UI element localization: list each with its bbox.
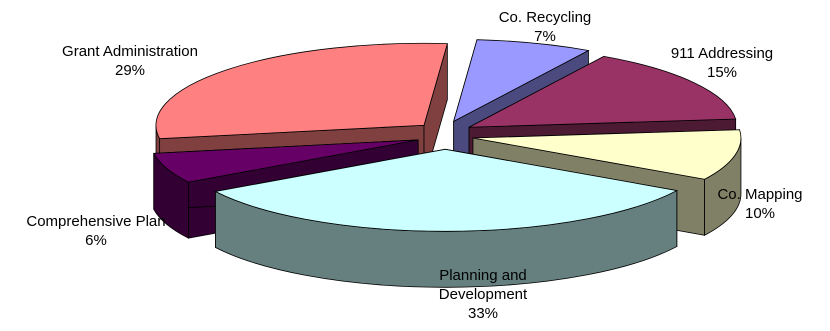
label-co-mapping-pct: 10% — [744, 205, 776, 222]
slice-911-addressing-top — [468, 55, 737, 128]
label-grant-administration-pct: 29% — [114, 62, 146, 79]
label-grant-administration-name: Grant Administration — [62, 43, 198, 60]
slice-planning-and-development-top — [214, 148, 679, 232]
label-co-recycling-name: Co. Recycling — [498, 9, 592, 26]
slice-co-mapping-top — [472, 129, 742, 180]
label-comprehensive-plan: Comprehensive Plan 6% — [6, 212, 186, 250]
label-planning-development-line1: Planning and — [439, 267, 527, 284]
label-co-mapping: Co. Mapping 10% — [695, 185, 825, 223]
label-co-recycling: Co. Recycling 7% — [465, 8, 625, 46]
label-co-mapping-name: Co. Mapping — [717, 186, 803, 203]
label-comprehensive-plan-name: Comprehensive Plan — [26, 213, 166, 230]
label-911-addressing-pct: 15% — [706, 64, 738, 81]
label-planning-development: Planning and Development 33% — [403, 266, 563, 323]
slice-planning-and-development — [214, 148, 679, 288]
label-comprehensive-plan-pct: 6% — [85, 232, 107, 249]
label-co-recycling-pct: 7% — [534, 28, 556, 45]
slice-grant-administration-top — [155, 42, 448, 140]
slice-co-recycling-top — [453, 39, 590, 123]
label-grant-administration: Grant Administration 29% — [40, 42, 220, 80]
label-planning-development-line2: Development — [438, 286, 528, 303]
label-911-addressing: 911 Addressing 15% — [642, 44, 802, 82]
label-911-addressing-name: 911 Addressing — [670, 45, 774, 62]
label-planning-development-pct: 33% — [467, 305, 499, 322]
slice-comprehensive-plan-top — [153, 139, 419, 183]
